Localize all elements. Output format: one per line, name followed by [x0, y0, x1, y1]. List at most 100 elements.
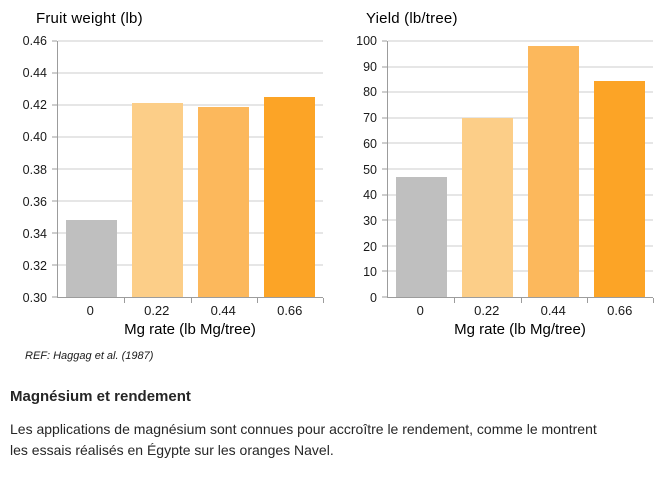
y-tick-label: 0.30	[22, 291, 47, 305]
y-axis-tick	[52, 168, 57, 170]
x-axis-title: Mg rate (lb Mg/tree)	[454, 321, 586, 338]
category-slot	[58, 41, 124, 297]
bar-0.66	[264, 97, 316, 297]
y-axis-tick	[382, 219, 387, 221]
plot-row: 0.30 0.32 0.34 0.36 0.38 0.40 0.42 0.44 0.46	[0, 34, 330, 305]
bar-0.66	[594, 80, 646, 297]
gridline	[388, 40, 653, 42]
y-tick-label: 10	[363, 265, 377, 280]
bar-0.22	[131, 103, 183, 297]
charts-row: Fruit weight (lb) 0.30 0.32 0.34 0.36 0.38 0.…	[0, 6, 660, 338]
y-tick-label: 90	[363, 59, 377, 74]
bar-0	[395, 176, 447, 297]
y-tick-label: 60	[363, 136, 377, 151]
y-axis-tick	[52, 296, 57, 298]
x-tick-label: 0.66	[607, 303, 633, 318]
bar-0.22	[461, 117, 513, 297]
x-tick-label: 0.66	[277, 303, 303, 318]
y-axis-tick	[382, 117, 387, 119]
x-axis-labels: 0 0.22 0.44 0.66	[57, 298, 323, 318]
section-body: Les applications de magnésium sont connu…	[10, 421, 597, 458]
y-tick-label: 0.40	[22, 130, 47, 145]
gridline	[388, 270, 653, 272]
y-tick-label: 0	[370, 291, 377, 305]
x-axis-tick	[124, 298, 126, 303]
y-axis-labels: 0 10 20 30 40 50 60 70 80 90 100	[330, 34, 387, 305]
gridline	[58, 136, 323, 138]
plot-area	[382, 40, 654, 303]
x-axis-tick	[256, 298, 258, 303]
gridline	[388, 245, 653, 247]
y-tick-label: 80	[363, 85, 377, 100]
category-slot	[521, 41, 587, 297]
y-tick-label: 0.34	[22, 226, 47, 241]
gridline	[388, 168, 653, 170]
y-axis-tick	[382, 245, 387, 247]
y-axis-labels: 0.30 0.32 0.34 0.36 0.38 0.40 0.42 0.44 0.46	[0, 34, 57, 305]
x-tick-label: 0	[86, 303, 94, 318]
y-tick-label: 100	[356, 34, 377, 48]
y-axis-tick	[382, 91, 387, 93]
gridline	[58, 40, 323, 42]
y-tick-label: 30	[363, 213, 377, 228]
gridline	[58, 72, 323, 74]
y-axis-tick	[382, 270, 387, 272]
x-tick-label: 0.44	[540, 303, 566, 318]
category-slot	[191, 41, 257, 297]
y-axis-tick	[382, 142, 387, 144]
gridline	[58, 104, 323, 106]
gridline	[388, 91, 653, 93]
gridline	[58, 200, 323, 202]
gridline	[388, 219, 653, 221]
y-axis-tick	[52, 264, 57, 266]
y-tick-label: 0.36	[22, 194, 47, 209]
gridline	[58, 264, 323, 266]
fruit-weight-chart: Fruit weight (lb) 0.30 0.32 0.34 0.36 0.38 0.…	[0, 6, 330, 338]
y-axis-tick	[382, 168, 387, 170]
category-slot	[454, 41, 520, 297]
x-axis-tick	[520, 298, 522, 303]
y-axis-tick	[382, 40, 387, 42]
x-axis-tick	[653, 298, 654, 303]
y-axis-tick	[52, 40, 57, 42]
gridline	[388, 142, 653, 144]
y-tick-label: 40	[363, 188, 377, 203]
x-axis-tick	[190, 298, 192, 303]
y-tick-label: 0.46	[22, 34, 47, 48]
chart-title: Yield (lb/tree)	[366, 10, 458, 27]
y-axis-tick	[382, 194, 387, 196]
bar-0.44	[198, 106, 250, 297]
plot-area	[52, 40, 324, 303]
gridline	[58, 168, 323, 170]
x-axis-labels: 0 0.22 0.44 0.66	[387, 298, 653, 318]
gridline	[58, 232, 323, 234]
y-axis-tick	[52, 72, 57, 74]
y-tick-label: 20	[363, 239, 377, 254]
x-axis-tick	[323, 298, 324, 303]
y-tick-label: 0.44	[22, 66, 47, 81]
y-axis-tick	[52, 200, 57, 202]
y-axis-tick	[382, 66, 387, 68]
x-axis-title: Mg rate (lb Mg/tree)	[124, 321, 256, 338]
gridline	[388, 194, 653, 196]
y-axis-tick	[52, 232, 57, 234]
reference-note: REF: Haggag et al. (1987)	[25, 350, 154, 362]
y-tick-label: 0.38	[22, 162, 47, 177]
x-tick-label: 0.22	[144, 303, 170, 318]
y-axis-tick	[382, 296, 387, 298]
category-slot	[388, 41, 454, 297]
category-slot	[587, 41, 653, 297]
bar-0	[65, 220, 117, 297]
x-axis-tick	[586, 298, 588, 303]
gridline	[388, 66, 653, 68]
y-tick-label: 70	[363, 111, 377, 126]
bar-0.44	[528, 46, 580, 297]
x-axis-tick	[454, 298, 456, 303]
plot-row: 0 10 20 30 40 50 60 70 80 90 100	[330, 34, 660, 305]
yield-chart: Yield (lb/tree) 0 10 20 30 40 50 60 70 80 90 100 0…	[330, 6, 660, 338]
section-heading: Magnésium et rendement	[10, 388, 191, 405]
chart-title: Fruit weight (lb)	[36, 10, 143, 27]
category-slot	[124, 41, 190, 297]
y-axis-tick	[52, 136, 57, 138]
